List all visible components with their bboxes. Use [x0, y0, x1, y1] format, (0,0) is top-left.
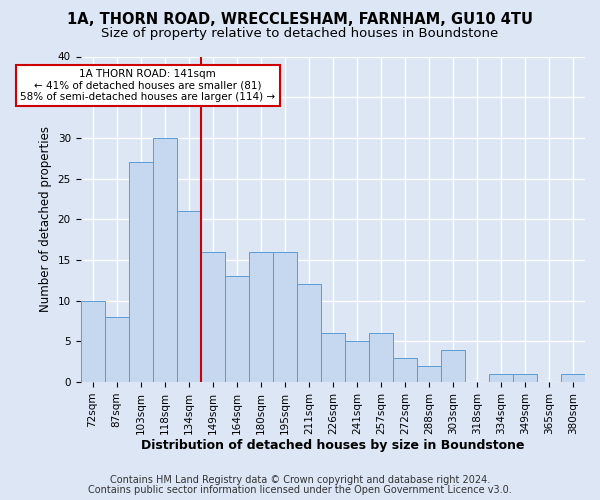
- Bar: [561, 374, 585, 382]
- Text: 1A THORN ROAD: 141sqm
← 41% of detached houses are smaller (81)
58% of semi-deta: 1A THORN ROAD: 141sqm ← 41% of detached …: [20, 68, 275, 102]
- Bar: [176, 211, 200, 382]
- Bar: [104, 317, 128, 382]
- Bar: [128, 162, 152, 382]
- Text: Contains HM Land Registry data © Crown copyright and database right 2024.: Contains HM Land Registry data © Crown c…: [110, 475, 490, 485]
- Bar: [441, 350, 465, 382]
- Bar: [297, 284, 321, 382]
- Bar: [513, 374, 537, 382]
- Bar: [417, 366, 441, 382]
- Bar: [369, 334, 393, 382]
- Bar: [200, 252, 224, 382]
- Bar: [345, 342, 369, 382]
- Bar: [224, 276, 249, 382]
- Y-axis label: Number of detached properties: Number of detached properties: [39, 126, 52, 312]
- Text: Contains public sector information licensed under the Open Government Licence v3: Contains public sector information licen…: [88, 485, 512, 495]
- Bar: [321, 334, 345, 382]
- X-axis label: Distribution of detached houses by size in Boundstone: Distribution of detached houses by size …: [141, 440, 524, 452]
- Bar: [152, 138, 176, 382]
- Bar: [393, 358, 417, 382]
- Bar: [273, 252, 297, 382]
- Text: Size of property relative to detached houses in Boundstone: Size of property relative to detached ho…: [101, 28, 499, 40]
- Text: 1A, THORN ROAD, WRECCLESHAM, FARNHAM, GU10 4TU: 1A, THORN ROAD, WRECCLESHAM, FARNHAM, GU…: [67, 12, 533, 28]
- Bar: [80, 300, 104, 382]
- Bar: [249, 252, 273, 382]
- Bar: [489, 374, 513, 382]
